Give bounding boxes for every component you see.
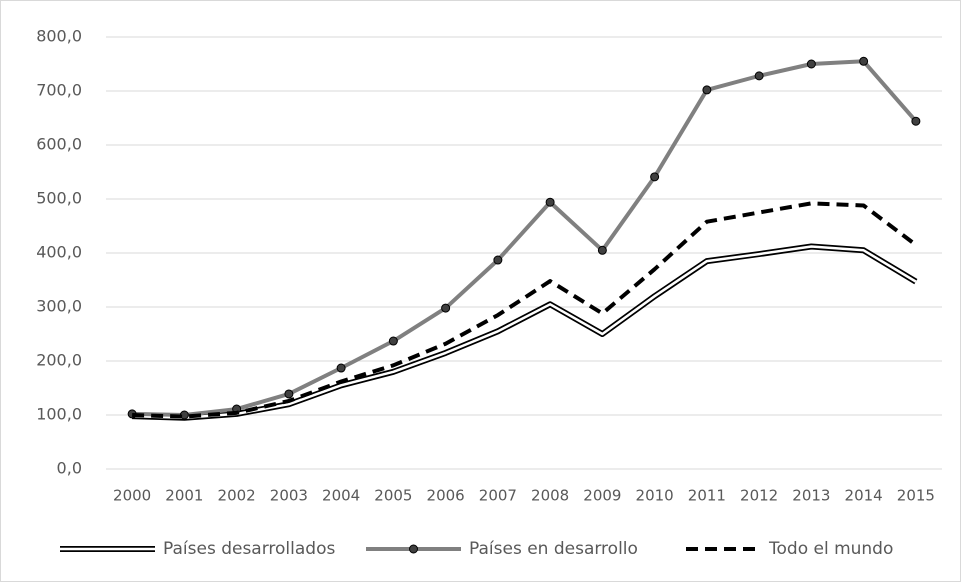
x-tick-label: 2011 <box>688 487 726 505</box>
data-point <box>441 303 451 313</box>
legend-label: Países desarrollados <box>163 539 335 559</box>
x-tick-label: 2014 <box>845 487 883 505</box>
x-tick-label: 2004 <box>322 487 360 505</box>
data-point <box>650 172 660 182</box>
x-tick-label: 2009 <box>583 487 621 505</box>
series-line <box>132 245 917 419</box>
data-point <box>859 56 869 66</box>
y-tick-label: 100,0 <box>36 405 82 424</box>
series-line <box>132 59 918 417</box>
x-tick-label: 2001 <box>165 487 203 505</box>
y-tick-label: 400,0 <box>36 243 82 262</box>
x-tick-label: 2012 <box>740 487 778 505</box>
legend-swatch-marker <box>409 544 418 554</box>
data-point <box>388 336 398 346</box>
x-tick-label: 2003 <box>270 487 308 505</box>
x-tick-label: 2015 <box>897 487 935 505</box>
data-point <box>336 363 346 373</box>
data-point <box>493 255 503 265</box>
x-tick-label: 2013 <box>792 487 830 505</box>
data-point <box>911 116 921 126</box>
x-tick-label: 2008 <box>531 487 569 505</box>
x-tick-label: 2007 <box>479 487 517 505</box>
y-tick-label: 200,0 <box>36 351 82 370</box>
y-tick-label: 300,0 <box>36 297 82 316</box>
x-tick-label: 2006 <box>427 487 465 505</box>
data-point <box>806 59 816 69</box>
x-tick-label: 2002 <box>218 487 256 505</box>
data-point <box>754 71 764 81</box>
y-tick-label: 600,0 <box>36 135 82 154</box>
x-tick-label: 2005 <box>374 487 412 505</box>
x-tick-label: 2000 <box>113 487 151 505</box>
y-tick-label: 0,0 <box>57 459 82 478</box>
y-tick-label: 800,0 <box>36 27 82 46</box>
legend-label: Países en desarrollo <box>469 539 638 559</box>
x-tick-label: 2010 <box>636 487 674 505</box>
legend-label: Todo el mundo <box>768 539 893 559</box>
y-tick-label: 500,0 <box>36 189 82 208</box>
data-point <box>284 389 294 399</box>
data-point <box>545 197 555 207</box>
series-line <box>132 201 918 419</box>
y-tick-label: 700,0 <box>36 81 82 100</box>
data-point <box>702 85 712 95</box>
data-point <box>597 245 607 255</box>
